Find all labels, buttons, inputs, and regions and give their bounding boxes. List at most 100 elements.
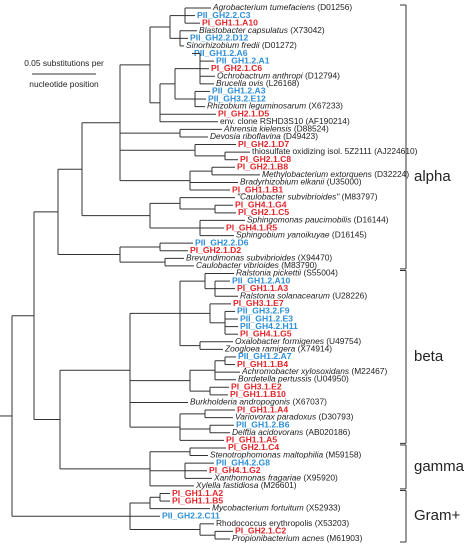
- leaf-label: PII_GH2.2.D12: [190, 33, 248, 43]
- leaf-label: PII_GH1.2.A3: [212, 86, 266, 96]
- leaf-label: PI_GH2.1.B8: [237, 162, 288, 172]
- leaf-label: PI_GH1.1.B5: [172, 495, 223, 505]
- species-name: Rhizobium leguminosarum: [207, 101, 306, 111]
- leaf-label: PII_GH2.2.D6: [195, 237, 249, 247]
- accession: (D01256): [317, 2, 352, 12]
- accession: (D01272): [262, 40, 297, 50]
- accession: (U49754): [326, 336, 361, 346]
- leaf-label: PI_GH2.1.C4: [228, 442, 279, 452]
- species-name: Xanthomonas fragariae: [213, 473, 301, 483]
- species-name: Ahrensia kielensis: [223, 124, 292, 134]
- leaf-label: PI_GH1.1.B4: [237, 359, 288, 369]
- species-name: Ralstonia solanacearum: [240, 290, 330, 300]
- species-name: Delftia acidovorans: [232, 427, 304, 437]
- leaf-label: Sphingomonas paucimobilis (D16144): [247, 215, 389, 225]
- leaf-label: Brucella ovis (L26168): [216, 78, 300, 88]
- species-name: Sphingobium yanoikuyae: [236, 230, 330, 240]
- species-name: Devosia riboflavina: [210, 131, 281, 141]
- accession: (M83797): [342, 192, 378, 202]
- leaf-label: PI_GH1.1.B10: [230, 389, 286, 399]
- species-name: Brevundimonas subvibrioides: [186, 253, 296, 263]
- species-name: Blastobacter capsulatus: [199, 25, 289, 35]
- accession: (D12794): [305, 70, 340, 80]
- leaf-label: Sinorhizobium fredii (D01272): [186, 40, 297, 50]
- leaf-label: Burkholderia andropogonis (X67037): [190, 397, 327, 407]
- species-name: Stenotrophomonas maltophilia: [210, 450, 323, 460]
- leaf-label: PII_GH2.2.C3: [197, 10, 251, 20]
- leaf-label: PI_GH3.1.E7: [233, 298, 284, 308]
- leaf-label: Rhizobium leguminosarum (X67233): [207, 101, 343, 111]
- leaf-label: PI_GH2.1.C2: [235, 526, 286, 536]
- accession: (D49423): [283, 131, 318, 141]
- leaf-label: PI_GH4.1.G5: [240, 328, 292, 338]
- species-name: Sinorhizobium fredii: [186, 40, 261, 50]
- accession: (D16144): [354, 215, 389, 225]
- accession: (X74914): [298, 344, 333, 354]
- leaf-label: PII_GH1.2.E3: [240, 313, 293, 323]
- accession: (M22467): [351, 366, 387, 376]
- leaf-label: PII_GH2.2.C11: [162, 511, 220, 521]
- leaf-label: Zoogloea ramigera (X74914): [224, 344, 332, 354]
- scale-label: 0.05 substitutions per: [24, 58, 104, 68]
- leaf-label: PI_GH4.1.G4: [235, 199, 287, 209]
- species-name: Achromobacter xylosoxidans: [241, 366, 350, 376]
- leaf-label: Devosia riboflavina (D49423): [210, 131, 318, 141]
- leaf-label: Agrobacterium tumefaciens (D01256): [212, 2, 352, 12]
- leaf-label: Mycobacterium fortuitum (X52933): [212, 503, 341, 513]
- leaf-label: PII_GH1.2.A7: [238, 351, 292, 361]
- species-name: Zoogloea ramigera: [224, 344, 296, 354]
- leaf-label: PI_GH1.1.B1: [232, 184, 283, 194]
- leaf-label: PI_GH2.1.D2: [190, 245, 241, 255]
- leaf-label: PII_GH4.2.G8: [216, 457, 270, 467]
- leaf-label: Stenotrophomonas maltophilia (M59158): [210, 450, 362, 460]
- accession: (M61903): [327, 533, 363, 543]
- leaf-label: PI_GH1.1.A3: [237, 283, 288, 293]
- leaf-label: Brevundimonas subvibrioides (X94470): [186, 253, 332, 263]
- leaf-label: Delftia acidovorans (AB020186): [232, 427, 350, 437]
- accession: (U04950): [314, 374, 349, 384]
- species-name: thiosulfate oxidizing isol. 5Z2111: [252, 146, 372, 156]
- leaf-label: PI_GH1.1.A10: [202, 17, 258, 27]
- accession: (U35000): [327, 177, 362, 187]
- leaf-label: PI_GH2.1.C5: [238, 207, 289, 217]
- leaf-label: Sphingobium yanoikuyae (D16145): [236, 230, 367, 240]
- scale-label: nucleotide position: [29, 79, 99, 89]
- species-name: Ochrobactrum anthropi: [217, 70, 304, 80]
- leaf-label: PI_GH4.1.G2: [209, 465, 261, 475]
- leaf-label: PII_GH4.2.H11: [240, 321, 298, 331]
- leaf-label: PII_GH1.2.A1: [216, 55, 270, 65]
- leaf-label: PII_GH1.2.A10: [232, 275, 290, 285]
- accession: (D16145): [332, 230, 367, 240]
- accession: (AJ224610): [374, 146, 418, 156]
- species-name: Bordetella pertussis: [238, 374, 312, 384]
- leaf-label: Variovorax paradoxus (D30793): [235, 412, 354, 422]
- species-name: Sphingomonas paucimobilis: [247, 215, 352, 225]
- species-name: "Caulobacter subvibrioides": [237, 192, 340, 202]
- leaf-label: Xylella fastidiosa (M26601): [195, 480, 297, 490]
- species-name: Xylella fastidiosa: [195, 480, 259, 490]
- leaf-label: PII_GH1.2.A6: [194, 48, 248, 58]
- accession: (D30793): [319, 412, 354, 422]
- leaf-label: Rhodococcus erythropolis (X53203): [216, 518, 349, 528]
- group-label: gamma: [414, 458, 465, 475]
- accession: (M26601): [261, 480, 297, 490]
- leaf-label: Ralstonia pickettii (S55004): [236, 268, 338, 278]
- leaf-label: PI_GH2.1.D5: [218, 108, 269, 118]
- leaf-label: PI_GH4.1.R5: [226, 222, 277, 232]
- leaf-label: env. clone RSHD3S10 (AF190214): [220, 116, 350, 126]
- group-label: Gram+: [414, 507, 461, 524]
- species-name: Caulobacter vibrioides: [196, 260, 280, 270]
- leaf-label: PII_GH3.2.E12: [208, 93, 266, 103]
- accession: (AB020186): [306, 427, 351, 437]
- species-name: Variovorax paradoxus: [235, 412, 317, 422]
- leaf-label: PI_GH2.1.C6: [211, 63, 262, 73]
- leaf-label: thiosulfate oxidizing isol. 5Z2111 (AJ22…: [252, 146, 418, 156]
- leaf-label: PI_GH3.1.E2: [231, 382, 282, 392]
- species-name: Brucella ovis: [216, 78, 264, 88]
- leaf-label: PII_GH1.2.B6: [236, 419, 290, 429]
- accession: (X95920): [303, 473, 338, 483]
- leaf-label: Xanthomonas fragariae (X95920): [213, 473, 338, 483]
- leaf-label: Blastobacter capsulatus (X73042): [199, 25, 325, 35]
- accession: (X67233): [308, 101, 343, 111]
